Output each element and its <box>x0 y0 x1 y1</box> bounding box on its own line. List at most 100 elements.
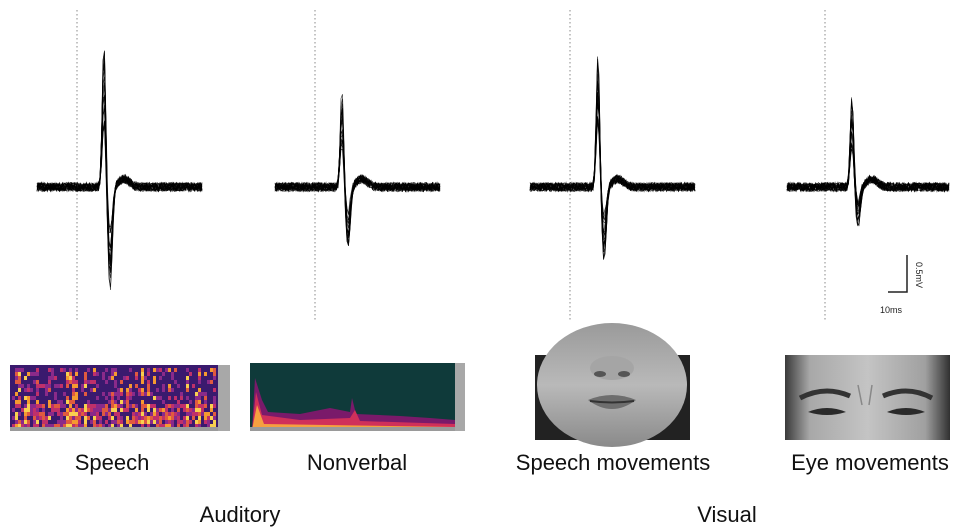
spectrogram-cell <box>99 416 102 420</box>
spectrogram-cell <box>135 376 138 380</box>
spectrogram-cell <box>129 396 132 400</box>
spectrogram-cell <box>51 376 54 380</box>
spectrogram-cell <box>18 380 21 384</box>
spectrogram-cell <box>117 396 120 400</box>
waveform-trace <box>787 99 949 226</box>
spectrogram-cell <box>210 380 213 384</box>
waveforms <box>37 51 949 290</box>
waveform-trace <box>530 92 695 245</box>
spectrogram-cell <box>21 408 24 412</box>
spectrogram-cell <box>156 416 159 420</box>
spectrogram-cell <box>153 368 156 372</box>
spectrogram-cell <box>36 404 39 408</box>
spectrogram-cell <box>198 380 201 384</box>
spectrogram-cell <box>15 372 18 376</box>
spectrogram-cell <box>111 404 114 408</box>
spectrogram-cell <box>66 380 69 384</box>
waveform-trace <box>275 115 440 232</box>
spectrogram-cell <box>18 372 21 376</box>
spectrogram-cell <box>15 412 18 416</box>
spectrogram-cell <box>114 404 117 408</box>
spectrogram-cell <box>156 388 159 392</box>
spectrogram-cell <box>18 368 21 372</box>
spectrogram-cell <box>171 404 174 408</box>
waveform-trace <box>275 109 440 223</box>
spectrogram-cell <box>195 396 198 400</box>
spectrogram-cell <box>141 404 144 408</box>
spectrogram-cell <box>54 376 57 380</box>
waveform-trace <box>530 64 695 240</box>
spectrogram-cell <box>168 384 171 388</box>
spectrogram-cell <box>153 420 156 424</box>
spectrogram-cell <box>150 404 153 408</box>
spectrogram-cell <box>30 396 33 400</box>
spectrogram-cell <box>144 376 147 380</box>
spectrogram-cell <box>165 368 168 372</box>
spectrogram-axis <box>455 363 465 431</box>
spectrogram-cell <box>75 412 78 416</box>
spectrogram-cell <box>207 380 210 384</box>
spectrogram-cell <box>153 404 156 408</box>
spectrogram-cell <box>51 412 54 416</box>
spectrogram-cell <box>87 400 90 404</box>
spectrogram-cell <box>204 392 207 396</box>
waveform-trace <box>530 57 695 245</box>
spectrogram-cell <box>213 376 216 380</box>
waveform-trace <box>530 103 695 219</box>
spectrogram-cell <box>66 408 69 412</box>
spectrogram-cell <box>186 420 189 424</box>
spectrogram-cell <box>177 412 180 416</box>
spectrogram-cell <box>141 416 144 420</box>
waveform-trace <box>787 119 949 220</box>
spectrogram-cell <box>213 412 216 416</box>
spectrogram-cell <box>33 416 36 420</box>
scale-bar-lines <box>888 255 907 292</box>
spectrogram-cell <box>108 376 111 380</box>
spectrogram-cell <box>177 408 180 412</box>
spectrogram-cell <box>168 420 171 424</box>
spectrogram-cell <box>75 396 78 400</box>
spectrogram-cell <box>210 404 213 408</box>
group-label: Visual <box>697 502 757 527</box>
spectrogram-cell <box>204 416 207 420</box>
spectrogram-cell <box>63 368 66 372</box>
spectrogram-cell <box>159 396 162 400</box>
waveform-trace <box>37 51 202 231</box>
spectrogram-cell <box>198 408 201 412</box>
spectrogram-cell <box>45 384 48 388</box>
spectrogram-cell <box>156 368 159 372</box>
spectrogram-cell <box>66 412 69 416</box>
spectrogram-cell <box>36 412 39 416</box>
spectrogram-cell <box>171 372 174 376</box>
spectrogram-cell <box>72 420 75 424</box>
waveform-trace <box>787 132 949 206</box>
spectrogram-cell <box>177 420 180 424</box>
spectrogram-cell <box>141 368 144 372</box>
spectrogram-cell <box>198 368 201 372</box>
spectrogram-cell <box>81 384 84 388</box>
spectrogram-cell <box>42 404 45 408</box>
spectrogram-cell <box>183 420 186 424</box>
waveform-trace <box>275 114 440 232</box>
spectrogram-cell <box>36 368 39 372</box>
spectrogram-cell <box>99 420 102 424</box>
spectrogram-cell <box>171 388 174 392</box>
spectrogram-cell <box>18 412 21 416</box>
waveform-trace <box>530 107 695 214</box>
waveform-trace <box>787 115 949 205</box>
spectrogram-cell <box>141 380 144 384</box>
waveform-trace <box>275 141 440 246</box>
waveform-trace <box>530 100 695 233</box>
waveform-trace <box>37 63 202 227</box>
spectrogram-cell <box>180 420 183 424</box>
spectrogram-cell <box>84 376 87 380</box>
spectrogram-cell <box>129 368 132 372</box>
spectrogram-cell <box>144 416 147 420</box>
spectrogram-cell <box>123 376 126 380</box>
spectrogram-cell <box>198 420 201 424</box>
spectrogram-cell <box>90 380 93 384</box>
figure: 0.5mV 10ms Speech Nonverbal Speech <box>0 0 971 527</box>
spectrogram-cell <box>81 412 84 416</box>
spectrogram-cell <box>111 372 114 376</box>
spectrogram-cell <box>186 388 189 392</box>
